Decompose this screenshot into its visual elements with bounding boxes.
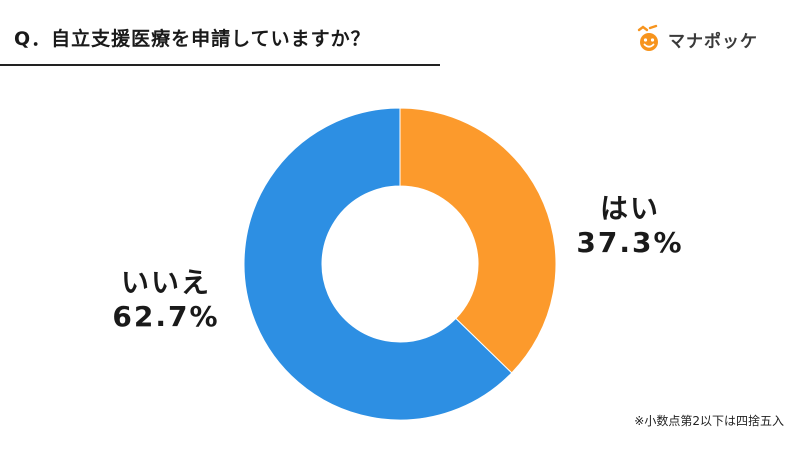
slice-no	[243, 107, 513, 421]
title-underline	[0, 64, 440, 66]
slice-label-yes: はい 37.3%	[560, 192, 700, 260]
slice-category-yes: はい	[599, 192, 660, 225]
manapokke-logo-icon	[637, 24, 658, 51]
slice-value-yes: 37.3%	[576, 226, 684, 259]
slice-value-no: 62.7%	[112, 300, 220, 333]
slice-yes	[399, 107, 557, 374]
page-title: Q．自立支援医療を申請していますか？	[14, 28, 371, 50]
slice-category-no: いいえ	[120, 266, 211, 299]
brand-logo: マナポッケ	[636, 24, 758, 54]
logo-text: マナポッケ	[668, 31, 758, 52]
slice-label-no: いいえ 62.7%	[96, 266, 236, 334]
rounding-note: ※小数点第2以下は四捨五入	[634, 414, 784, 428]
